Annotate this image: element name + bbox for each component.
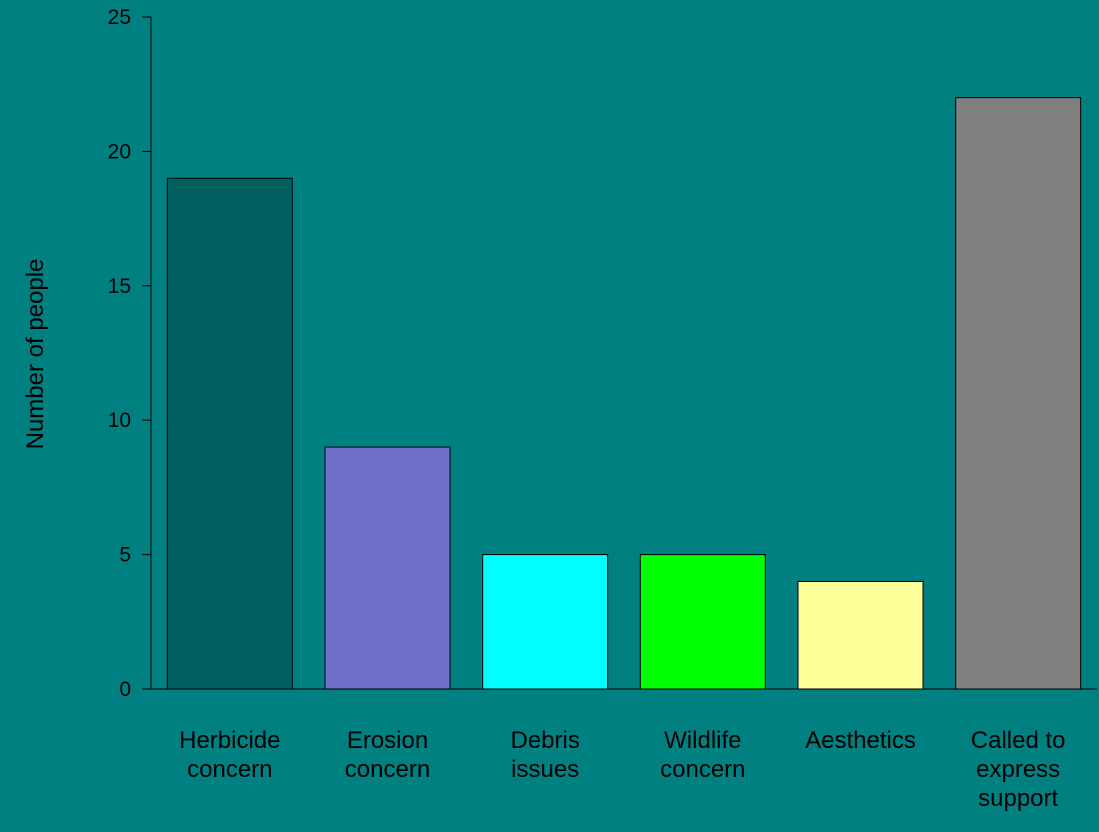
x-category-label: Erosion concern	[345, 727, 430, 783]
bar	[324, 446, 451, 690]
bars	[166, 97, 1082, 690]
y-tick-label: 15	[108, 275, 131, 298]
x-category-label: Debris issues	[510, 727, 579, 783]
x-category-label: Called to express support	[971, 727, 1066, 812]
y-tick-label: 5	[119, 544, 131, 567]
x-category-label: Aesthetics	[805, 727, 916, 754]
bar	[639, 554, 766, 690]
bar	[955, 97, 1082, 690]
y-axis-title: Number of people	[22, 259, 49, 450]
bar	[166, 177, 293, 690]
axes	[150, 17, 1097, 690]
bar	[797, 580, 924, 690]
x-category-label: Wildlife concern	[660, 727, 745, 783]
x-category-label: Herbicide concern	[179, 727, 280, 783]
y-ticks: 0 5 10 15 20 25	[108, 6, 151, 701]
y-tick-label: 10	[108, 409, 131, 432]
y-tick-label: 0	[119, 678, 131, 701]
y-tick-label: 20	[108, 140, 131, 163]
bar	[482, 554, 609, 690]
x-category-labels: Herbicide concern Erosion concern Debris issu…	[179, 727, 1065, 812]
y-tick-label: 25	[108, 6, 131, 29]
